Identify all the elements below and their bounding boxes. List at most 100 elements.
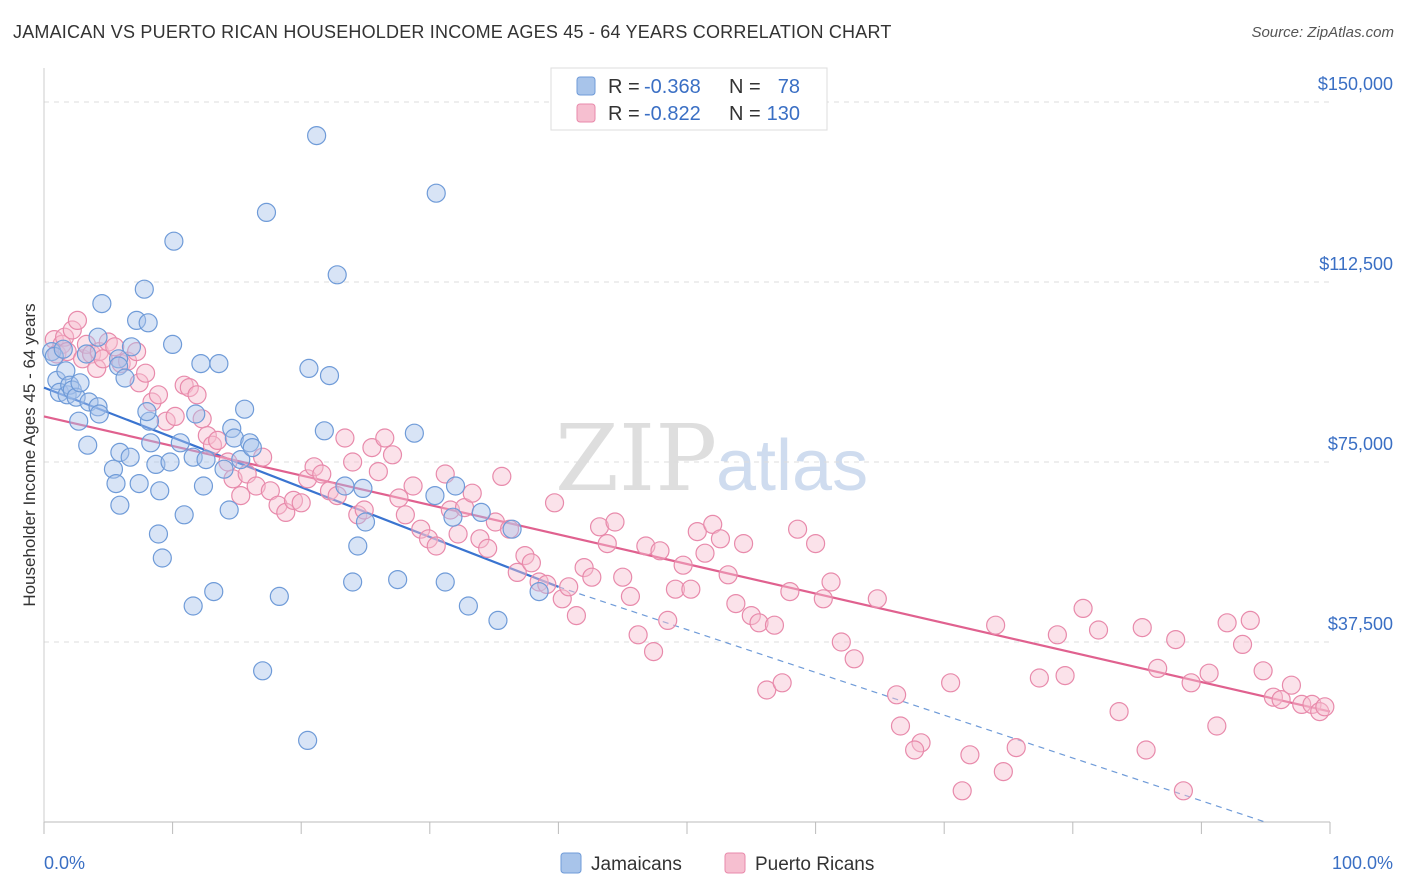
- point-puerto-ricans: [574, 557, 594, 578]
- point-puerto-ricans: [426, 536, 446, 556]
- point-jamaicans: [88, 397, 108, 417]
- point-jamaicans: [141, 433, 161, 453]
- point-puerto-ricans: [867, 589, 887, 609]
- trend-line-jamaicans: [43, 386, 559, 588]
- point-puerto-ricans: [757, 680, 777, 700]
- grid: [44, 101, 1330, 643]
- bottom-legend-label-jamaicans: Jamaicans: [591, 854, 682, 875]
- point-puerto-ricans: [312, 464, 332, 484]
- point-puerto-ricans: [1047, 625, 1067, 645]
- point-puerto-ricans: [941, 673, 961, 693]
- point-puerto-ricans: [628, 625, 648, 645]
- point-puerto-ricans: [613, 567, 633, 587]
- point-puerto-ricans: [1253, 661, 1273, 681]
- point-jamaicans: [129, 474, 149, 494]
- point-jamaicans: [108, 349, 129, 369]
- point-jamaicans: [314, 421, 334, 441]
- point-puerto-ricans: [418, 529, 439, 549]
- y-tick-label: $37,500: [1328, 614, 1393, 634]
- point-jamaicans: [335, 476, 355, 496]
- point-jamaicans: [88, 327, 108, 347]
- point-puerto-ricans: [749, 613, 769, 633]
- point-jamaicans: [204, 581, 224, 602]
- point-puerto-ricans: [905, 740, 925, 760]
- point-puerto-ricans: [552, 589, 572, 609]
- x-tick-label-min: 0.0%: [44, 853, 85, 873]
- bottom-legend-swatch-puerto-ricans: [724, 852, 746, 874]
- point-puerto-ricans: [81, 344, 102, 364]
- point-puerto-ricans: [1166, 629, 1186, 650]
- point-jamaicans: [435, 572, 455, 592]
- x-tick-label-max: 100.0%: [1332, 853, 1393, 873]
- point-jamaicans: [253, 661, 273, 681]
- point-puerto-ricans: [658, 610, 678, 631]
- correlation-legend: R = -0.368 N = 78 R = -0.822 N = 130: [550, 67, 828, 131]
- point-jamaicans: [191, 354, 211, 374]
- point-puerto-ricans: [787, 519, 808, 539]
- point-puerto-ricans: [148, 385, 169, 405]
- point-jamaicans: [529, 581, 549, 602]
- bottom-legend-swatch-jamaicans: [560, 852, 582, 874]
- point-puerto-ricans: [1281, 675, 1302, 695]
- point-puerto-ricans: [375, 428, 395, 448]
- point-puerto-ricans: [1199, 663, 1219, 683]
- point-puerto-ricans: [805, 533, 826, 554]
- point-puerto-ricans: [1132, 617, 1152, 638]
- y-axis-label: Householder Income Ages 45 - 64 years: [20, 303, 39, 606]
- legend-r-value-1: -0.368: [644, 76, 701, 98]
- point-jamaicans: [425, 486, 445, 506]
- point-puerto-ricans: [1073, 598, 1093, 619]
- point-jamaicans: [164, 231, 184, 251]
- point-jamaicans: [269, 586, 289, 607]
- point-jamaicans: [170, 433, 190, 453]
- point-puerto-ricans: [174, 375, 194, 395]
- trend-line-jamaicans-extension: [558, 586, 1267, 822]
- point-puerto-ricans: [208, 430, 228, 450]
- point-jamaicans: [134, 279, 154, 299]
- point-jamaicans: [121, 337, 142, 357]
- point-puerto-ricans: [87, 358, 107, 378]
- point-puerto-ricans: [1271, 689, 1291, 710]
- point-puerto-ricans: [741, 605, 761, 626]
- point-puerto-ricans: [1173, 781, 1193, 801]
- point-jamaicans: [183, 596, 203, 616]
- point-puerto-ricans: [710, 529, 731, 549]
- point-puerto-ricans: [1088, 620, 1109, 640]
- watermark-atlas: atlas: [716, 426, 868, 506]
- point-jamaicans: [209, 354, 229, 374]
- point-puerto-ricans: [165, 406, 185, 426]
- point-puerto-ricans: [105, 337, 125, 357]
- point-puerto-ricans: [304, 457, 324, 477]
- watermark: ZIP atlas: [555, 405, 868, 512]
- point-puerto-ricans: [368, 462, 388, 482]
- point-puerto-ricans: [62, 320, 82, 340]
- point-puerto-ricans: [67, 310, 88, 330]
- point-puerto-ricans: [695, 543, 715, 563]
- y-tick-label: $112,500: [1319, 254, 1393, 274]
- point-puerto-ricans: [1029, 668, 1049, 688]
- point-puerto-ricans: [395, 505, 415, 525]
- point-jamaicans: [193, 476, 214, 496]
- point-puerto-ricans: [559, 577, 579, 597]
- point-puerto-ricans: [478, 538, 498, 559]
- point-puerto-ricans: [268, 495, 288, 515]
- point-puerto-ricans: [1006, 737, 1026, 758]
- point-puerto-ricans: [650, 541, 670, 561]
- point-puerto-ricans: [537, 574, 557, 595]
- legend-box: [550, 67, 828, 131]
- point-puerto-ricans: [156, 411, 176, 431]
- y-tick-label: $75,000: [1328, 434, 1393, 454]
- point-puerto-ricans: [605, 512, 625, 532]
- point-jamaicans: [110, 442, 130, 462]
- point-jamaicans: [343, 572, 363, 592]
- point-jamaicans: [388, 569, 408, 590]
- point-jamaicans: [502, 519, 522, 539]
- point-puerto-ricans: [687, 521, 707, 542]
- point-puerto-ricans: [681, 579, 701, 599]
- point-jamaicans: [256, 202, 277, 222]
- point-jamaicans: [103, 459, 124, 479]
- point-puerto-ricans: [327, 486, 347, 506]
- point-puerto-ricans: [643, 641, 664, 662]
- point-puerto-ricans: [673, 555, 693, 575]
- point-jamaicans: [298, 730, 318, 751]
